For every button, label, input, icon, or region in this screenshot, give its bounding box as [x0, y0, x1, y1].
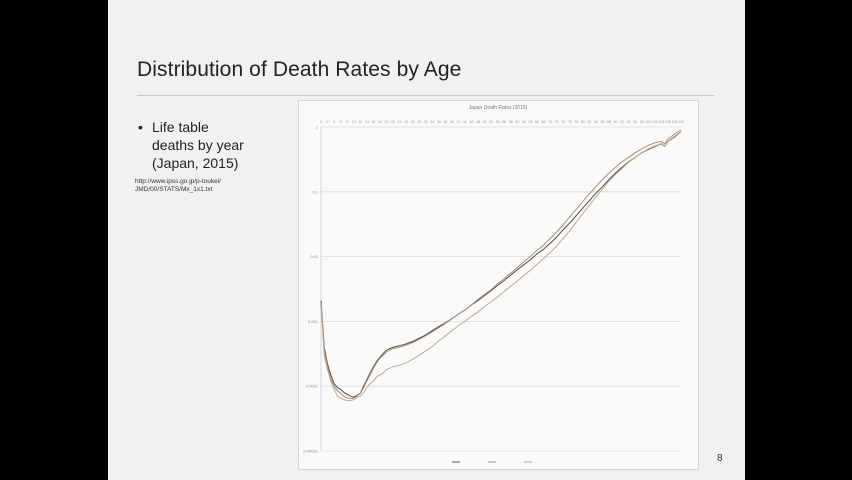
x-tick-label: 14 — [365, 120, 369, 124]
series-line — [320, 129, 682, 400]
x-tick-label: 52 — [489, 120, 493, 124]
bullet-line: deaths by year — [152, 137, 244, 153]
x-tick-label: 28 — [411, 120, 415, 124]
death-rate-chart: Japan Death Rates (2015) 0 2 4 6 8 10 12 14 16 18… — [304, 105, 684, 463]
x-tick-label: 70 — [548, 120, 552, 124]
source-url-line: JMD/00/STATS/Mx_1x1.txt — [135, 186, 213, 193]
slide: Distribution of Death Rates by Age • Lif… — [108, 0, 745, 480]
x-tick-label: 24 — [398, 120, 402, 124]
chart-grid — [320, 126, 681, 452]
x-tick-label: 20 — [384, 120, 388, 124]
x-tick-label: 6 — [340, 120, 342, 124]
x-tick-label: 68 — [542, 120, 546, 124]
chart-series — [320, 129, 682, 402]
x-tick-label: 82 — [587, 120, 591, 124]
x-tick-label: 84 — [594, 120, 598, 124]
x-tick-label: 40 — [450, 120, 454, 124]
source-url-line: http://www.ipss.go.jp/p-toukei/ — [135, 178, 221, 185]
x-tick-label: 4 — [333, 120, 335, 124]
x-tick-label: 34 — [430, 120, 434, 124]
x-tick-label: 58 — [509, 120, 513, 124]
x-tick-label: 2 — [327, 120, 329, 124]
x-tick-label: 10 — [352, 120, 356, 124]
x-tick-label: 56 — [502, 120, 506, 124]
y-tick-label: 0.001 — [308, 319, 319, 324]
chart-container: Japan Death Rates (2015) 0 2 4 6 8 10 12 14 16 18… — [298, 100, 699, 470]
x-tick-label: 0 — [320, 120, 322, 124]
x-tick-label: 32 — [424, 120, 428, 124]
y-tick-label: 0.0001 — [306, 384, 319, 389]
x-tick-label: 42 — [456, 120, 460, 124]
x-tick-label: 46 — [470, 120, 474, 124]
x-tick-label: 88 — [607, 120, 611, 124]
y-tick-label: 1 — [316, 125, 319, 130]
x-tick-label: 16 — [371, 120, 375, 124]
x-tick-label: 36 — [437, 120, 441, 124]
x-tick-label: 106 — [665, 120, 671, 124]
bullet-line: Life table — [152, 119, 209, 135]
x-tick-label: 102 — [652, 120, 658, 124]
x-tick-label: 12 — [358, 120, 362, 124]
x-tick-label: 78 — [574, 120, 578, 124]
x-tick-label: 72 — [555, 120, 559, 124]
x-tick-label: 108 — [671, 120, 677, 124]
x-tick-label: 22 — [391, 120, 395, 124]
title-divider — [137, 95, 714, 96]
series-line — [320, 131, 682, 398]
x-tick-label: 44 — [463, 120, 467, 124]
x-tick-label: 94 — [627, 120, 631, 124]
x-tick-label: 96 — [633, 120, 637, 124]
y-tick-label: 0.1 — [312, 189, 318, 194]
x-tick-label: 30 — [417, 120, 421, 124]
x-tick-label: 86 — [600, 120, 604, 124]
y-axis-ticks: 1 0.1 0.01 0.001 0.0001 0.00001 — [304, 125, 319, 454]
y-tick-label: 0.01 — [310, 254, 319, 259]
x-tick-label: 62 — [522, 120, 526, 124]
x-tick-label: 54 — [496, 120, 500, 124]
x-tick-label: 50 — [483, 120, 487, 124]
bullet-line: (Japan, 2015) — [152, 155, 239, 171]
x-tick-label: 64 — [528, 120, 532, 124]
y-tick-label: 0.00001 — [304, 449, 319, 454]
series-line — [320, 131, 682, 402]
slide-title: Distribution of Death Rates by Age — [137, 58, 462, 81]
x-tick-label: 98 — [640, 120, 644, 124]
x-tick-label: 110 — [678, 120, 684, 124]
x-tick-label: 48 — [476, 120, 480, 124]
x-tick-label: 104 — [658, 120, 664, 124]
x-axis-ticks: 0 2 4 6 8 10 12 14 16 18 20 22 24 26 28 30 32 34 36 38 40 42 4… — [320, 120, 684, 124]
x-tick-label: 80 — [581, 120, 585, 124]
bullet-text: Life table deaths by year (Japan, 2015) — [152, 118, 282, 172]
x-tick-label: 60 — [515, 120, 519, 124]
x-tick-label: 92 — [620, 120, 624, 124]
x-tick-label: 74 — [561, 120, 565, 124]
source-url: http://www.ipss.go.jp/p-toukei/ JMD/00/S… — [135, 178, 270, 194]
x-tick-label: 18 — [378, 120, 382, 124]
x-tick-label: 90 — [614, 120, 618, 124]
x-tick-label: 100 — [645, 120, 651, 124]
x-tick-label: 38 — [443, 120, 447, 124]
x-tick-label: 8 — [346, 120, 348, 124]
x-tick-label: 76 — [568, 120, 572, 124]
bullet-dot-icon: • — [138, 119, 143, 135]
x-tick-label: 26 — [404, 120, 408, 124]
page-number: 8 — [717, 453, 723, 464]
x-tick-label: 66 — [535, 120, 539, 124]
chart-title: Japan Death Rates (2015) — [469, 105, 528, 111]
